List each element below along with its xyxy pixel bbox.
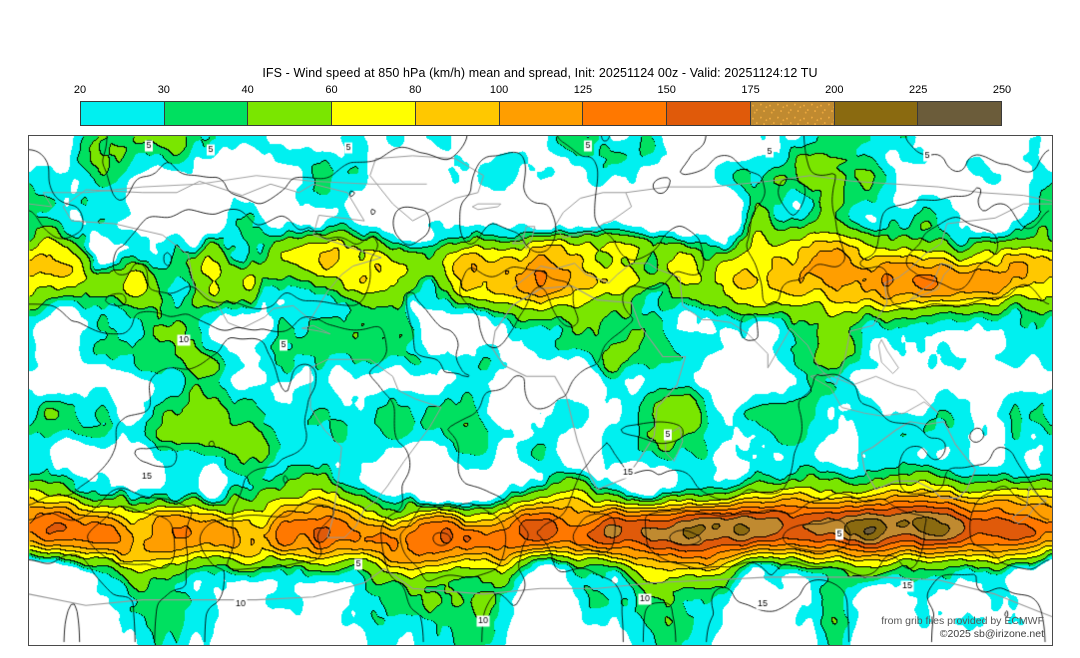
colorbar-tick-175: 175 — [741, 84, 760, 96]
colorbar-band-125-150 — [583, 102, 668, 125]
colorbar-tick-250: 250 — [992, 84, 1012, 96]
colorbar-band-225-250 — [918, 102, 1002, 125]
colorbar: 20 30 40 60 80 100 125 150 175 200 225 250 — [74, 84, 1011, 126]
colorbar-tick-20: 20 — [73, 84, 87, 96]
colorbar-band-80-100 — [415, 102, 500, 125]
colorbar-tick-30: 30 — [157, 84, 170, 96]
colorbar-band-20-30 — [81, 102, 165, 125]
colorbar-strip — [80, 101, 1002, 126]
colorbar-tick-150: 150 — [657, 84, 676, 96]
colorbar-band-175-200 — [750, 102, 835, 125]
colorbar-band-30-40 — [164, 102, 249, 125]
coastlines-and-spread-contours — [29, 136, 1052, 645]
colorbar-band-100-125 — [499, 102, 584, 125]
colorbar-tick-labels: 20 30 40 60 80 100 125 150 175 200 225 250 — [74, 84, 1011, 100]
colorbar-tick-60: 60 — [325, 84, 338, 96]
colorbar-tick-125: 125 — [573, 84, 593, 96]
colorbar-tick-80: 80 — [409, 84, 422, 96]
colorbar-band-200-225 — [834, 102, 919, 125]
colorbar-tick-225: 225 — [908, 84, 928, 96]
colorbar-tick-40: 40 — [241, 84, 254, 96]
colorbar-band-40-60 — [248, 102, 333, 125]
colorbar-tick-100: 100 — [489, 84, 509, 96]
colorbar-band-150-175 — [667, 102, 751, 125]
map-frame[interactable]: from grib files provided by ECMWF ©2025 … — [28, 135, 1053, 646]
colorbar-band-60-80 — [332, 102, 416, 125]
colorbar-tick-200: 200 — [825, 84, 844, 96]
page-title: IFS - Wind speed at 850 hPa (km/h) mean … — [262, 66, 818, 80]
